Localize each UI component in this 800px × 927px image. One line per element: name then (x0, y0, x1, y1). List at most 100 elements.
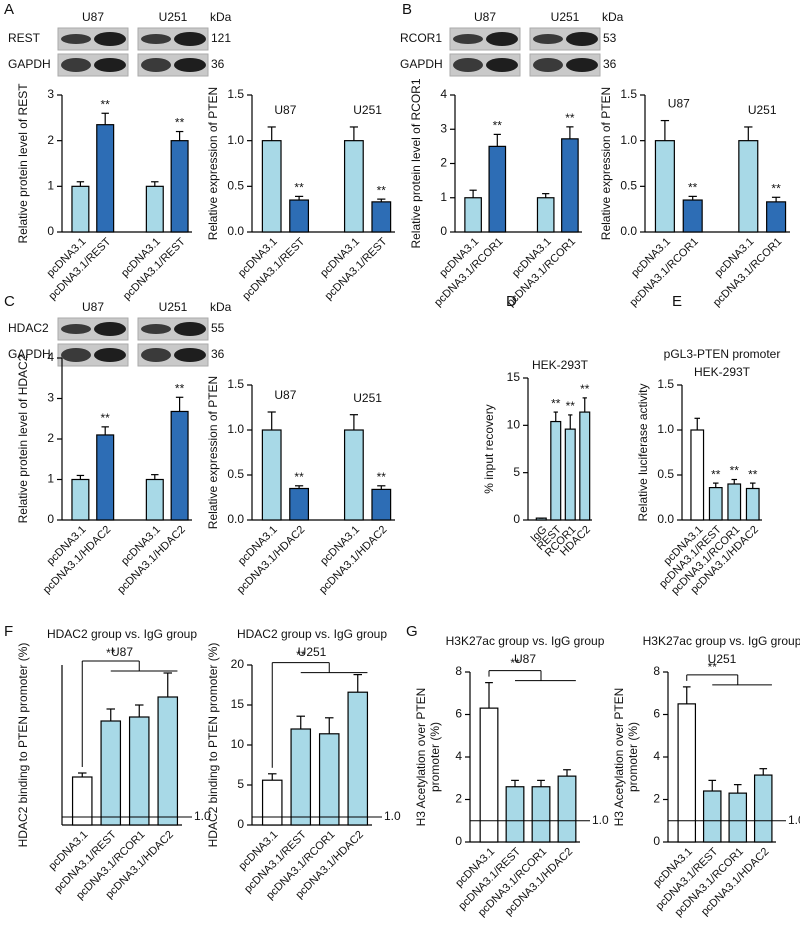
blot-cell-label: U251 (159, 10, 188, 24)
y-tick-label: 0 (440, 224, 447, 238)
reference-label: 1.0 (592, 813, 609, 827)
bar (371, 201, 392, 233)
chart-subtitle: U87 (111, 645, 133, 659)
y-tick-label: 0.5 (227, 179, 244, 193)
y-tick-label: 1.0 (227, 133, 244, 147)
blot-size: 36 (211, 347, 225, 361)
bar (727, 483, 742, 521)
bar (531, 786, 551, 843)
y-tick-label: 4 (653, 749, 660, 763)
bar (550, 420, 562, 521)
significance: ** (551, 396, 561, 410)
bar (753, 774, 773, 843)
blot-band (174, 32, 206, 46)
group-label: U251 (748, 103, 777, 117)
y-tick-label: 1.0 (620, 133, 637, 147)
bar (464, 197, 482, 233)
blot-protein: REST (8, 31, 41, 45)
y-tick-label: 1 (47, 472, 54, 486)
y-tick-label: 4 (47, 350, 54, 364)
significance: ** (711, 467, 721, 481)
blot-band (94, 58, 126, 72)
y-tick-label: 0.5 (227, 467, 244, 481)
y-tick-label: 3 (47, 87, 54, 101)
blot-band (141, 58, 171, 72)
group-label: U87 (274, 103, 296, 117)
y-axis-label: HDAC2 binding to PTEN promoter (%) (16, 643, 30, 848)
blot-protein: HDAC2 (8, 321, 49, 335)
y-tick-label: 0 (47, 512, 54, 526)
significance: ** (377, 183, 387, 197)
blot-band (486, 32, 518, 46)
blot-band (566, 32, 598, 46)
chart-title: pGL3-PTEN promoter (664, 347, 781, 361)
chart-title: H3K27ac group vs. IgG group (446, 634, 605, 648)
y-tick-label: 8 (653, 664, 660, 678)
y-tick-label: 3 (440, 121, 447, 135)
reference-label: 1.0 (384, 809, 401, 823)
significance: ** (294, 181, 304, 195)
y-tick-label: 2 (653, 792, 660, 806)
bar (261, 429, 282, 521)
y-axis-label: Relative protein level of REST (16, 83, 30, 244)
bar (677, 703, 697, 843)
y-axis-label: Relative expression of PTEN (206, 87, 220, 240)
y-axis-label: Relative expression of PTEN (599, 87, 613, 240)
y-axis-label: Relative protein level of RCOR1 (409, 78, 423, 248)
bar (738, 140, 759, 233)
significance: ** (175, 116, 185, 130)
bar (290, 728, 312, 826)
bar (708, 487, 723, 521)
y-tick-label: 20 (231, 657, 245, 671)
bar (654, 140, 675, 233)
significance: ** (748, 467, 758, 481)
bar (579, 411, 591, 521)
bar (702, 790, 722, 843)
group-label: U251 (353, 391, 382, 405)
chart-subtitle: U251 (708, 652, 737, 666)
blot-band (94, 348, 126, 362)
blot-band (61, 348, 91, 362)
y-tick-label: 3 (47, 391, 54, 405)
bar (145, 478, 164, 521)
panel-label: F (4, 623, 13, 640)
blot-band (141, 34, 171, 44)
y-tick-label: 0.0 (620, 224, 637, 238)
chart-subtitle: U251 (298, 645, 327, 659)
blot-band (94, 322, 126, 336)
bar (561, 138, 579, 233)
y-tick-label: 1.5 (620, 87, 637, 101)
significance: ** (771, 181, 781, 195)
bar (157, 696, 179, 826)
y-tick-label: 6 (455, 707, 462, 721)
y-tick-label: 5 (513, 465, 520, 479)
significance: ** (296, 648, 306, 662)
bar (343, 429, 364, 521)
chart-title: HDAC2 group vs. IgG group (237, 627, 387, 641)
blot-size: 55 (211, 321, 225, 335)
y-tick-label: 2 (440, 156, 447, 170)
y-tick-label: 0.0 (227, 512, 244, 526)
bar (318, 733, 340, 826)
bar (96, 434, 115, 521)
y-tick-label: 1.5 (227, 377, 244, 391)
y-axis-label: H3 Acetylation over PTEN (414, 688, 428, 827)
significance: ** (101, 97, 111, 111)
reference-label: 1.0 (788, 813, 800, 827)
bar (745, 487, 760, 521)
y-tick-label: 6 (653, 707, 660, 721)
y-tick-label: 0.5 (620, 179, 637, 193)
blot-band (453, 34, 483, 44)
significance: ** (294, 470, 304, 484)
panel-label: G (406, 623, 418, 640)
blot-protein: GAPDH (8, 347, 51, 361)
y-tick-label: 5 (237, 777, 244, 791)
y-axis-label: promoter (%) (428, 722, 442, 792)
y-tick-label: 15 (231, 697, 245, 711)
y-tick-label: 10 (231, 737, 245, 751)
bar (170, 410, 189, 521)
blot-band (61, 58, 91, 72)
y-tick-label: 4 (440, 87, 447, 101)
bar (100, 720, 122, 826)
